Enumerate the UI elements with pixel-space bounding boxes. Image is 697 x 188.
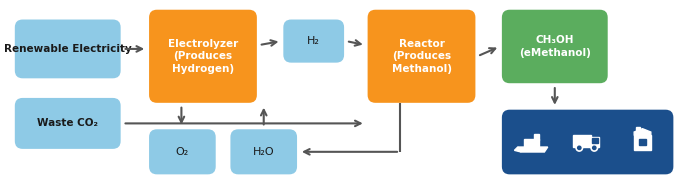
- Text: CH₃OH
(eMethanol): CH₃OH (eMethanol): [519, 35, 591, 58]
- Bar: [573, 135, 591, 147]
- FancyBboxPatch shape: [231, 129, 297, 174]
- FancyBboxPatch shape: [149, 10, 257, 103]
- Text: Electrolyzer
(Produces
Hydrogen): Electrolyzer (Produces Hydrogen): [168, 39, 238, 74]
- Circle shape: [591, 145, 597, 151]
- FancyBboxPatch shape: [15, 20, 121, 78]
- Bar: [524, 139, 539, 147]
- Bar: [634, 135, 651, 150]
- Text: H₂: H₂: [307, 36, 320, 46]
- Bar: [535, 134, 539, 139]
- FancyBboxPatch shape: [502, 10, 608, 83]
- Circle shape: [576, 145, 583, 151]
- Bar: [642, 130, 645, 137]
- Polygon shape: [514, 147, 521, 152]
- Circle shape: [592, 146, 596, 149]
- Bar: [636, 127, 640, 137]
- FancyBboxPatch shape: [15, 98, 121, 149]
- Bar: [639, 139, 646, 145]
- Bar: [592, 138, 599, 143]
- Bar: [591, 137, 599, 147]
- Polygon shape: [518, 147, 548, 152]
- FancyBboxPatch shape: [149, 129, 215, 174]
- Text: Waste CO₂: Waste CO₂: [37, 118, 98, 128]
- Polygon shape: [634, 129, 651, 135]
- Text: O₂: O₂: [176, 147, 189, 157]
- FancyBboxPatch shape: [283, 20, 344, 63]
- FancyBboxPatch shape: [367, 10, 475, 103]
- Text: Reactor
(Produces
Methanol): Reactor (Produces Methanol): [392, 39, 452, 74]
- Text: H₂O: H₂O: [253, 147, 275, 157]
- Circle shape: [578, 146, 581, 149]
- FancyBboxPatch shape: [502, 110, 673, 174]
- Text: Renewable Electricity: Renewable Electricity: [4, 44, 132, 54]
